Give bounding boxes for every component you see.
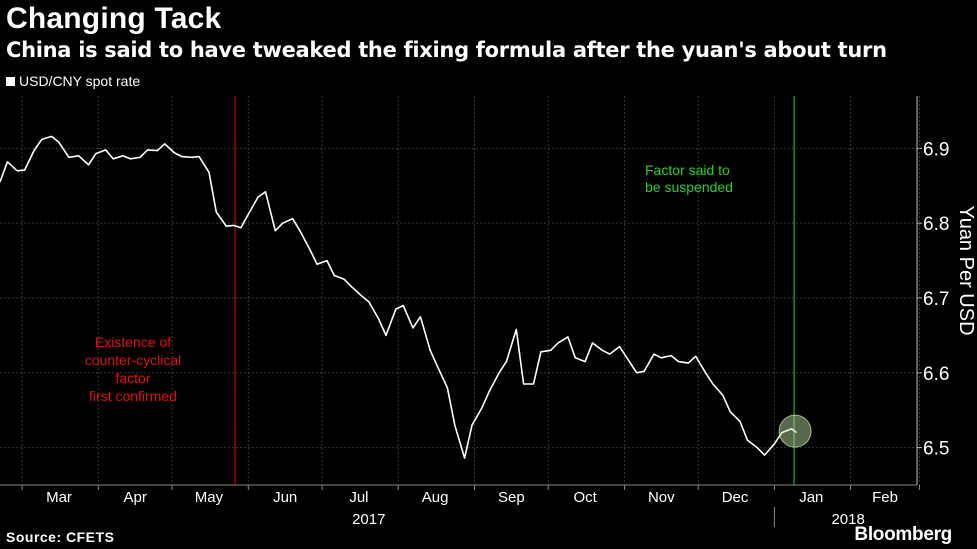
annotation-factor-confirmed-line: counter-cyclical — [85, 352, 181, 368]
legend: USD/CNY spot rate — [6, 73, 140, 89]
x-tick-label: Mar — [46, 489, 72, 506]
x-tick-label: Apr — [124, 489, 147, 506]
annotation-factor-confirmed-line: Existence of — [95, 334, 171, 350]
legend-label: USD/CNY spot rate — [19, 73, 141, 89]
x-tick-label: Oct — [573, 489, 597, 506]
chart-title: Changing Tack — [6, 2, 222, 35]
annotation-factor-confirmed-line: factor — [115, 370, 150, 386]
x-tick-label: Sep — [498, 489, 525, 506]
x-tick-label: Jun — [273, 489, 297, 506]
x-tick-label: Dec — [722, 489, 749, 506]
source-note: Source: CFETS — [6, 529, 115, 545]
chart-subtitle: China is said to have tweaked the fixing… — [6, 38, 887, 62]
y-axis-title: Yuan Per USD — [955, 205, 977, 335]
annotation-factor-confirmed-line: first confirmed — [89, 388, 177, 404]
x-tick-label: Aug — [422, 489, 449, 506]
x-tick-label: Feb — [872, 489, 898, 506]
annotation-factor-suspended-line: be suspended — [645, 179, 733, 195]
x-tick-label: Nov — [648, 489, 675, 506]
annotation-factor-suspended-line: Factor said to — [645, 162, 730, 178]
x-tick-label: May — [195, 489, 224, 506]
legend-swatch — [6, 76, 15, 86]
x-tick-label: Jan — [799, 489, 823, 506]
y-tick-label: 6.6 — [923, 364, 949, 385]
series-line-usdcny — [0, 135, 797, 459]
x-tick-label: Jul — [349, 489, 368, 506]
year-label-2018: 2018 — [831, 511, 864, 528]
y-tick-label: 6.9 — [923, 139, 949, 160]
y-tick-label: 6.8 — [923, 214, 949, 235]
y-tick-label: 6.7 — [923, 289, 949, 310]
highlight-circle — [778, 414, 812, 448]
y-tick-label: 6.5 — [923, 439, 949, 460]
bloomberg-logo: Bloomberg — [854, 524, 952, 545]
year-label-2017: 2017 — [352, 511, 385, 528]
